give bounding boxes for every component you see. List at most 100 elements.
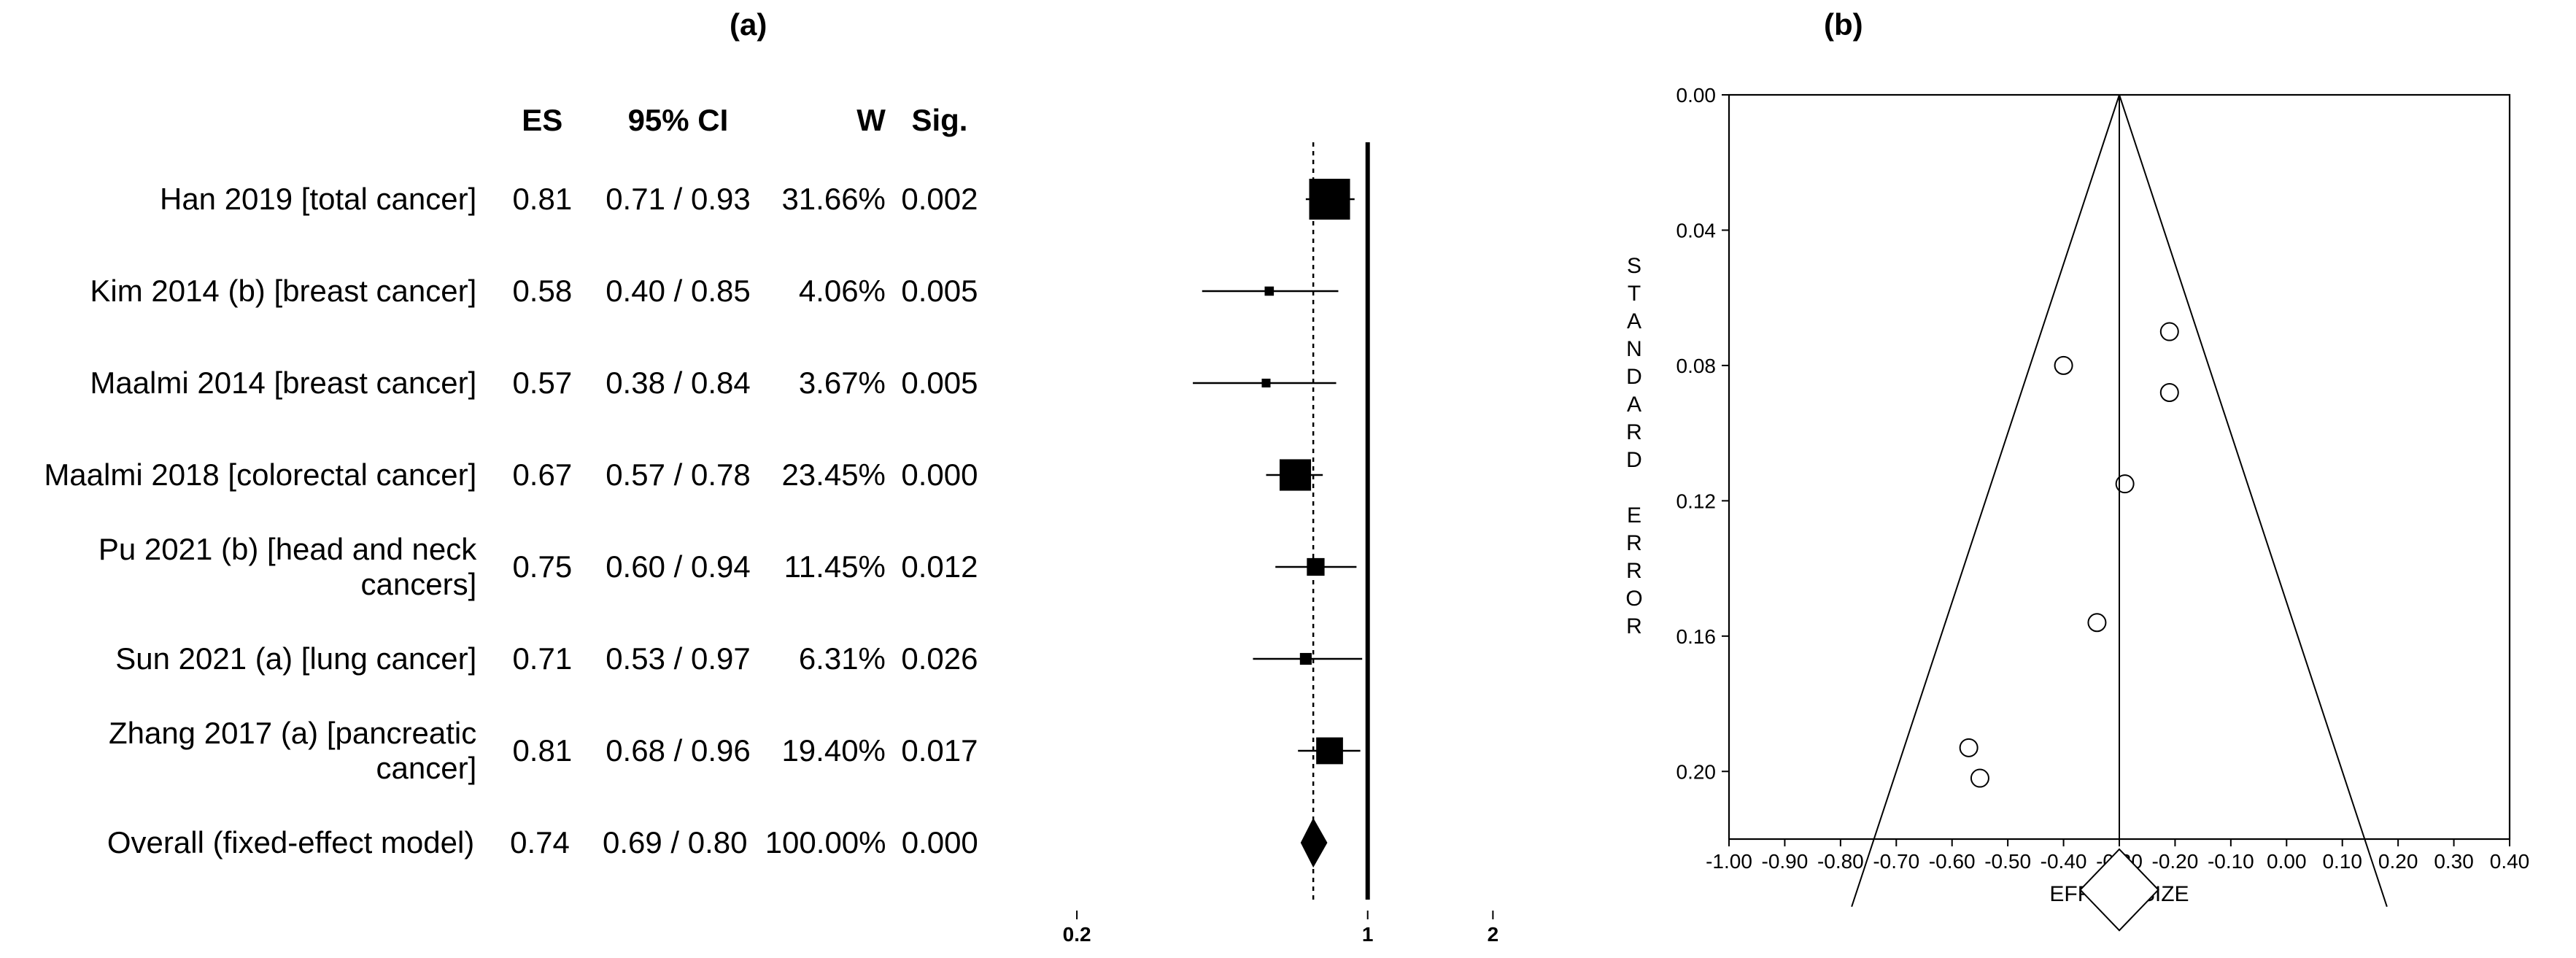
funnel-point: [2088, 614, 2105, 631]
funnel-ylabel-letter: R: [1626, 614, 1642, 638]
funnel-right-line: [2119, 95, 2387, 907]
forest-study-w: 4.06%: [769, 274, 894, 309]
forest-study-ci: 0.68 / 0.96: [587, 733, 768, 768]
forest-overall-name: Overall (fixed-effect model): [36, 825, 495, 860]
funnel-ylabel-letter: A: [1627, 309, 1641, 333]
funnel-ylabel-letter: N: [1626, 337, 1642, 361]
forest-header-row: ES 95% CI W Sig.: [36, 88, 985, 153]
forest-xtick: 2: [1488, 923, 1499, 946]
funnel-xtick: -0.80: [1817, 850, 1864, 873]
funnel-ylabel-letter: R: [1626, 559, 1642, 583]
forest-overall-w: 100.00%: [765, 825, 895, 860]
forest-study-es: 0.75: [497, 549, 587, 584]
forest-study-es: 0.81: [497, 733, 587, 768]
forest-marker: [1310, 179, 1350, 220]
forest-overall-es: 0.74: [495, 825, 584, 860]
forest-study-name: Pu 2021 (b) [head and neck cancers]: [36, 532, 497, 602]
funnel-ylabel-letter: E: [1627, 503, 1641, 528]
forest-study-name: Maalmi 2018 [colorectal cancer]: [36, 457, 497, 492]
forest-marker: [1300, 653, 1312, 665]
funnel-plot: 0.000.040.080.120.160.20-1.00-0.90-0.80-…: [1605, 73, 2539, 934]
funnel-point: [2161, 323, 2178, 341]
panel-label-b: (b): [1824, 7, 1863, 42]
forest-study-row: Maalmi 2014 [breast cancer]0.570.38 / 0.…: [36, 337, 985, 429]
funnel-ylabel-letter: R: [1626, 531, 1642, 555]
forest-header-ci: 95% CI: [587, 103, 768, 138]
funnel-xtick: 0.40: [2490, 850, 2530, 873]
funnel-ylabel-letter: A: [1627, 393, 1641, 417]
funnel-ytick: 0.12: [1676, 490, 1717, 512]
forest-study-w: 19.40%: [769, 733, 894, 768]
funnel-ytick: 0.08: [1676, 355, 1717, 377]
forest-marker: [1261, 379, 1270, 387]
forest-study-w: 11.45%: [769, 549, 894, 584]
forest-study-sig: 0.000: [894, 457, 985, 492]
funnel-xtick: -0.40: [2041, 850, 2087, 873]
funnel-point: [2161, 384, 2178, 401]
forest-xtick: 0.2: [1063, 923, 1091, 946]
forest-study-es: 0.67: [497, 457, 587, 492]
forest-study-name: Han 2019 [total cancer]: [36, 182, 497, 217]
forest-study-es: 0.71: [497, 641, 587, 676]
forest-study-name: Kim 2014 (b) [breast cancer]: [36, 274, 497, 309]
forest-study-name: Zhang 2017 (a) [pancreatic cancer]: [36, 716, 497, 786]
funnel-xtick: -1.00: [1706, 850, 1752, 873]
funnel-xtick: -0.60: [1929, 850, 1976, 873]
forest-study-sig: 0.002: [894, 182, 985, 217]
forest-study-es: 0.81: [497, 182, 587, 217]
funnel-xtick: -0.20: [2152, 850, 2199, 873]
funnel-ytick: 0.00: [1676, 84, 1717, 107]
funnel-ytick: 0.04: [1676, 219, 1717, 242]
funnel-ylabel-letter: D: [1626, 365, 1642, 389]
forest-study-ci: 0.57 / 0.78: [587, 457, 768, 492]
funnel-xtick: -0.70: [1873, 850, 1919, 873]
panel-label-a: (a): [730, 7, 767, 42]
forest-study-row: Han 2019 [total cancer]0.810.71 / 0.9331…: [36, 153, 985, 245]
forest-study-sig: 0.012: [894, 549, 985, 584]
forest-plot: 0.2 1 2: [1029, 88, 1539, 949]
forest-marker: [1264, 287, 1274, 296]
funnel-point: [2055, 357, 2073, 374]
funnel-xtick: 0.10: [2322, 850, 2362, 873]
funnel-ylabel-letter: [1631, 476, 1637, 500]
forest-study-w: 23.45%: [769, 457, 894, 492]
forest-study-sig: 0.005: [894, 274, 985, 309]
forest-study-w: 31.66%: [769, 182, 894, 217]
forest-overall-row: Overall (fixed-effect model) 0.74 0.69 /…: [36, 797, 985, 889]
funnel-ylabel-letter: R: [1626, 420, 1642, 444]
forest-study-w: 6.31%: [769, 641, 894, 676]
forest-study-ci: 0.60 / 0.94: [587, 549, 768, 584]
funnel-xtick: -0.10: [2208, 850, 2254, 873]
funnel-point: [1960, 739, 1978, 757]
forest-study-w: 3.67%: [769, 366, 894, 401]
funnel-xtick: -0.50: [1984, 850, 2031, 873]
funnel-ylabel-letter: T: [1628, 282, 1641, 306]
forest-marker: [1316, 738, 1343, 765]
funnel-ylabel-letter: D: [1626, 448, 1642, 472]
forest-study-sig: 0.005: [894, 366, 985, 401]
forest-header-es: ES: [497, 103, 587, 138]
forest-study-name: Maalmi 2014 [breast cancer]: [36, 366, 497, 401]
forest-study-row: Maalmi 2018 [colorectal cancer]0.670.57 …: [36, 429, 985, 521]
forest-xtick: 1: [1362, 923, 1374, 946]
forest-study-sig: 0.017: [894, 733, 985, 768]
forest-study-row: Zhang 2017 (a) [pancreatic cancer]0.810.…: [36, 705, 985, 797]
forest-study-ci: 0.40 / 0.85: [587, 274, 768, 309]
forest-study-ci: 0.38 / 0.84: [587, 366, 768, 401]
funnel-ytick: 0.20: [1676, 760, 1717, 783]
forest-study-es: 0.58: [497, 274, 587, 309]
forest-marker: [1307, 558, 1324, 576]
forest-study-ci: 0.71 / 0.93: [587, 182, 768, 217]
forest-overall-sig: 0.000: [895, 825, 985, 860]
forest-study-ci: 0.53 / 0.97: [587, 641, 768, 676]
funnel-ylabel-letter: S: [1627, 254, 1641, 278]
funnel-ytick: 0.16: [1676, 625, 1717, 648]
funnel-xtick: 0.30: [2434, 850, 2474, 873]
forest-study-row: Pu 2021 (b) [head and neck cancers]0.750…: [36, 521, 985, 613]
funnel-ylabel-letter: O: [1625, 587, 1642, 611]
forest-study-es: 0.57: [497, 366, 587, 401]
funnel-xtick: 0.00: [2267, 850, 2307, 873]
forest-overall-diamond: [1301, 818, 1328, 868]
funnel-diamond: [2081, 849, 2159, 930]
forest-table: ES 95% CI W Sig. Han 2019 [total cancer]…: [36, 88, 985, 889]
